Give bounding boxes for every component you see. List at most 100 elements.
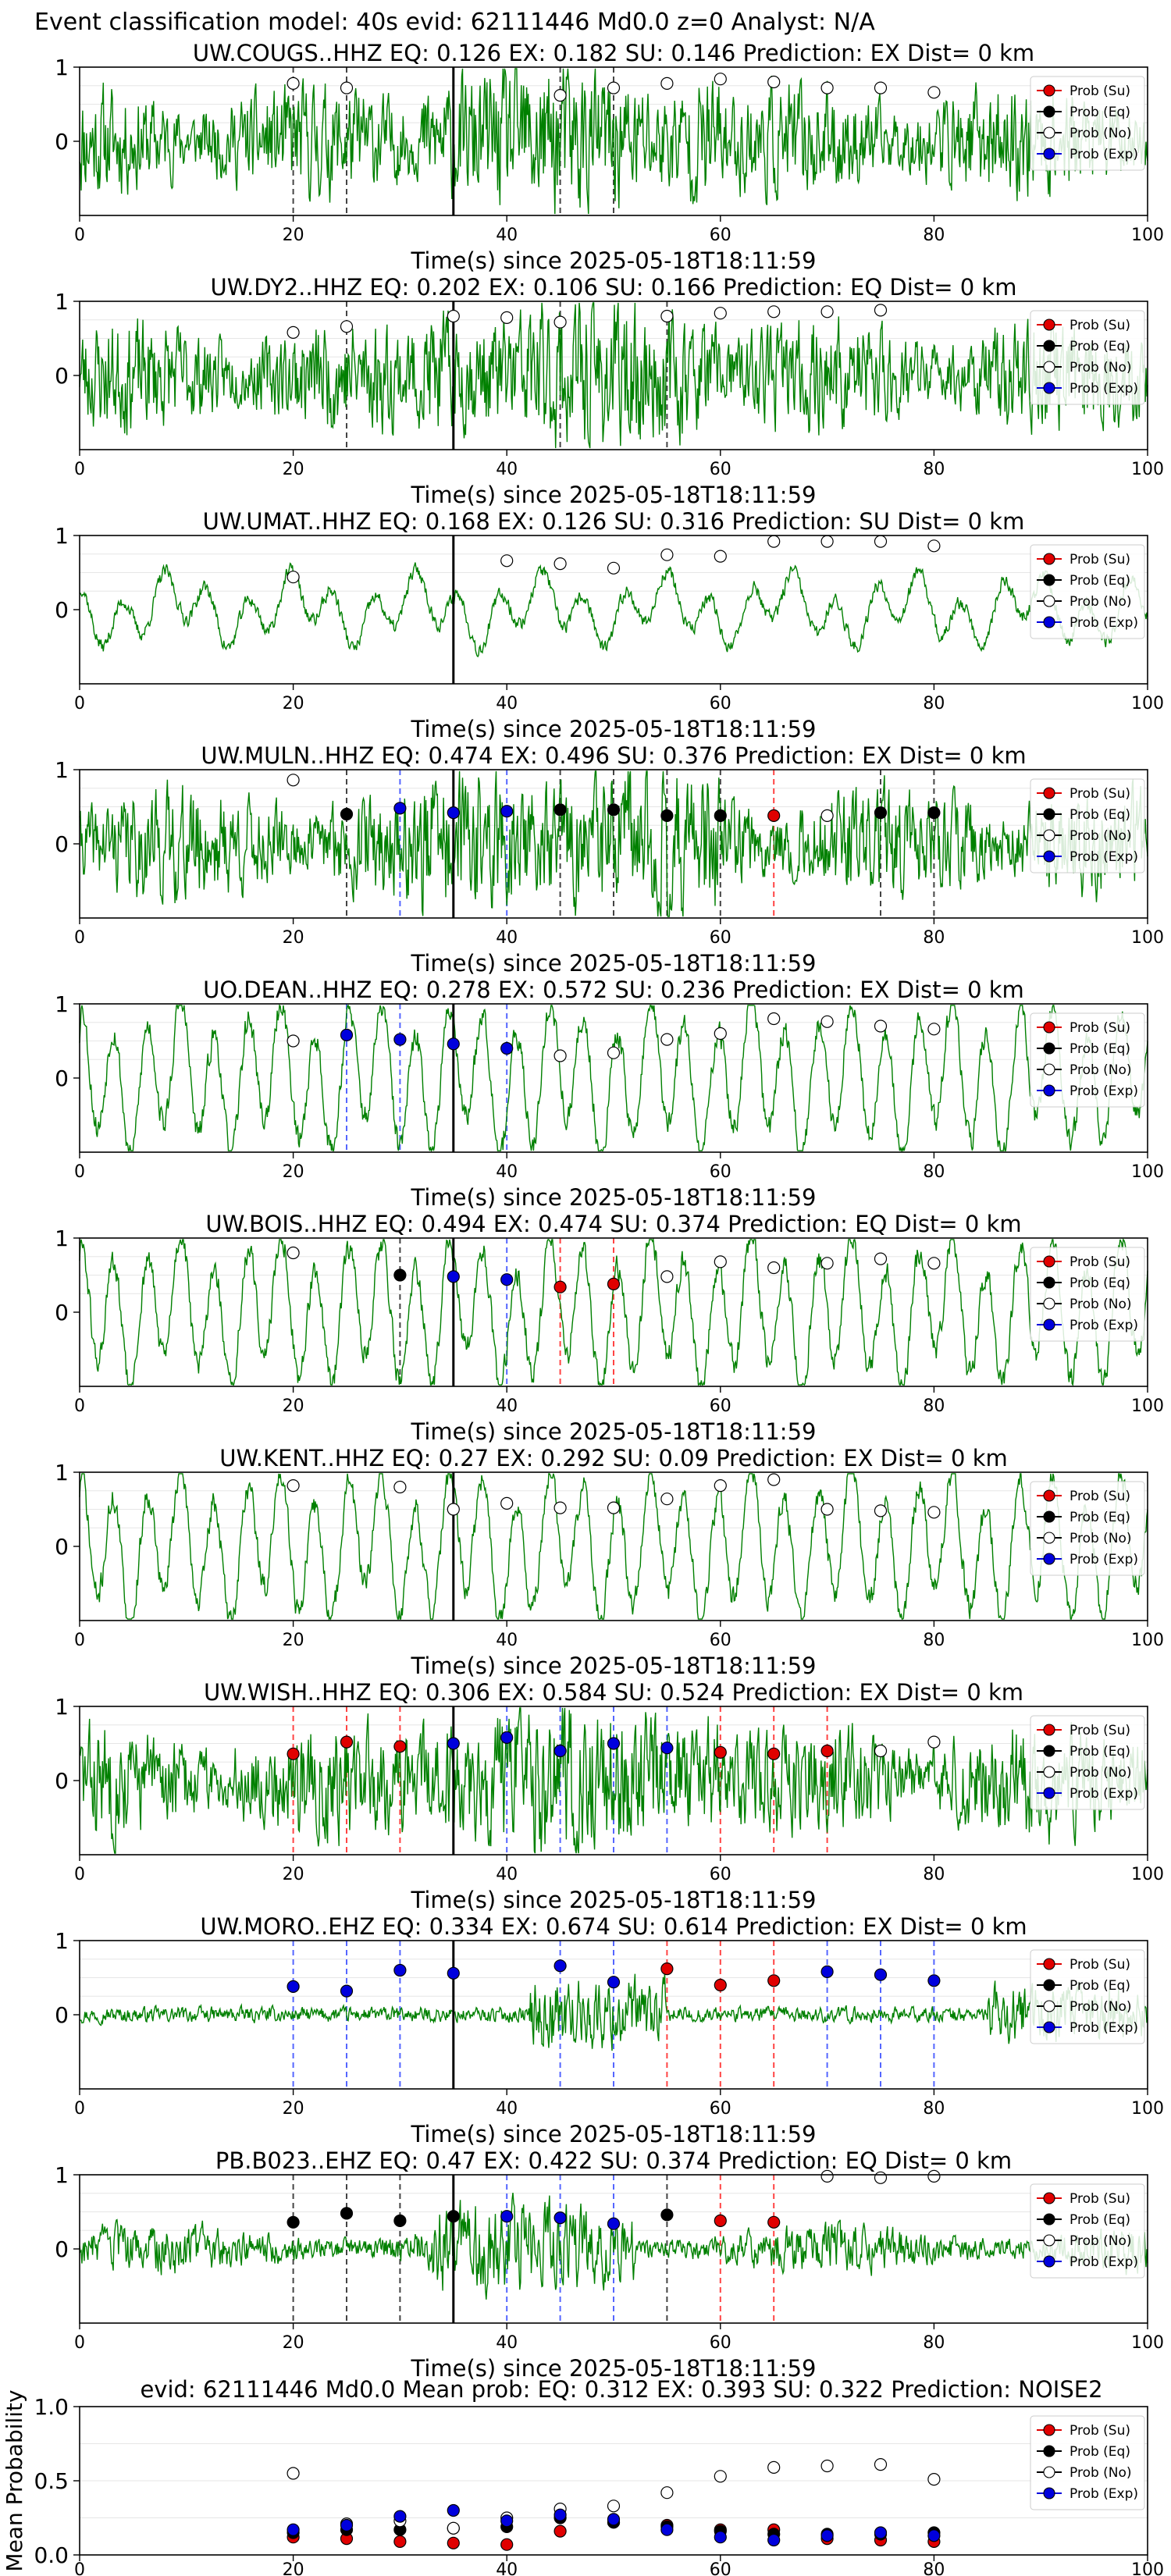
legend-marker [1043, 574, 1055, 586]
legend-marker [1043, 2000, 1055, 2012]
x-tick-label: 100 [1131, 2333, 1164, 2353]
probability-point [553, 2211, 567, 2225]
x-axis-label: Time(s) since 2025-05-18T18:11:59 [411, 1653, 817, 1679]
y-tick-label: 0 [55, 363, 69, 389]
legend-label: Prob (Exp) [1070, 1552, 1138, 1567]
legend-label: Prob (Eq) [1070, 1041, 1130, 1057]
probability-point [767, 535, 781, 548]
probability-point [714, 1026, 727, 1041]
probability-point [714, 1255, 727, 1268]
probability-point [767, 2215, 781, 2229]
legend-marker [1043, 616, 1055, 628]
x-tick-label: 0 [74, 928, 85, 948]
probability-point [767, 1974, 781, 1987]
probability-point [927, 1257, 941, 1270]
probability-point [607, 2217, 621, 2230]
legend-box [1030, 1012, 1145, 1108]
legend-label: Prob (No) [1070, 2465, 1132, 2481]
legend-marker [1043, 2445, 1055, 2457]
mean-probability-point [553, 2524, 567, 2538]
probability-point [607, 1501, 621, 1514]
legend-box [1030, 1715, 1145, 1810]
x-tick-label: 20 [283, 460, 304, 479]
mean-probability-point [660, 2486, 674, 2500]
x-tick-label: 80 [923, 1162, 945, 1182]
mean-probability-point [767, 2533, 781, 2547]
probability-point [287, 1980, 300, 1993]
station-panel: UW.MORO..EHZ EQ: 0.334 EX: 0.674 SU: 0.6… [55, 1913, 1164, 2147]
probability-point [500, 805, 514, 818]
legend-marker [1043, 1489, 1055, 1502]
legend-label: Prob (Exp) [1070, 2486, 1138, 2502]
probability-point [714, 550, 727, 563]
legend-marker [1043, 1787, 1055, 1799]
legend-label: Prob (Su) [1070, 318, 1130, 333]
legend-label: Prob (Exp) [1070, 2020, 1138, 2036]
x-tick-label: 0 [74, 1397, 85, 1416]
legend-marker [1043, 553, 1055, 565]
probability-point [287, 1478, 300, 1493]
probability-point [660, 1493, 674, 1506]
legend-label: Prob (Su) [1070, 1489, 1130, 1504]
x-tick-label: 20 [283, 1631, 304, 1650]
x-tick-label: 40 [496, 1397, 518, 1416]
station-panel: UW.WISH..HHZ EQ: 0.306 EX: 0.584 SU: 0.5… [55, 1679, 1164, 1913]
probability-point [500, 554, 514, 568]
waveform-trace [79, 2193, 1148, 2300]
probability-point [287, 774, 300, 787]
legend-label: Prob (No) [1070, 360, 1132, 375]
x-tick-label: 100 [1131, 2560, 1164, 2576]
legend-label: Prob (Su) [1070, 84, 1130, 99]
mean-probability-point [393, 2535, 407, 2548]
probability-point [607, 81, 621, 94]
legend-label: Prob (No) [1070, 1765, 1132, 1781]
waveform-trace [79, 1973, 1148, 2051]
mean-probability-point [714, 2470, 727, 2483]
legend-label: Prob (Eq) [1070, 1510, 1130, 1525]
mean-probability-point [607, 2500, 621, 2513]
legend-marker [1043, 1255, 1055, 1268]
legend-label: Prob (No) [1070, 594, 1132, 610]
mean-probability-point [767, 2460, 781, 2474]
x-tick-label: 20 [283, 928, 304, 948]
mean-probability-panel: evid: 62111446 Md0.0 Mean prob: EQ: 0.31… [2, 2376, 1164, 2576]
probability-point [714, 809, 727, 823]
x-tick-label: 60 [710, 1397, 731, 1416]
panel-title: UW.MULN..HHZ EQ: 0.474 EX: 0.496 SU: 0.3… [201, 742, 1026, 769]
probability-point [447, 1966, 460, 1980]
legend-label: Prob (Exp) [1070, 1318, 1138, 1333]
probability-point [927, 806, 941, 820]
x-tick-label: 0 [74, 2333, 85, 2353]
probability-point [660, 1742, 674, 1755]
x-tick-label: 0 [74, 460, 85, 479]
mean-probability-point [447, 2503, 460, 2517]
probability-point [553, 557, 567, 571]
legend-label: Prob (Su) [1070, 2423, 1130, 2439]
mean-probability-point [927, 2529, 941, 2542]
legend-label: Prob (No) [1070, 1062, 1132, 1078]
probability-point [553, 803, 567, 817]
legend-label: Prob (No) [1070, 1531, 1132, 1546]
probability-point [287, 1747, 300, 1760]
legend-marker [1043, 1745, 1055, 1757]
legend-marker [1043, 2487, 1055, 2500]
x-tick-label: 40 [496, 1162, 518, 1182]
mean-probability-point [500, 2514, 514, 2528]
x-tick-label: 60 [710, 2099, 731, 2119]
probability-point [660, 309, 674, 323]
probability-point [607, 1277, 621, 1291]
x-tick-label: 40 [496, 460, 518, 479]
x-tick-label: 80 [923, 928, 945, 948]
legend-label: Prob (Su) [1070, 1723, 1130, 1738]
legend-marker [1043, 1318, 1055, 1331]
x-tick-label: 100 [1131, 2099, 1164, 2119]
legend-marker [1043, 1084, 1055, 1097]
probability-point [340, 2207, 354, 2220]
legend-label: Prob (No) [1070, 1297, 1132, 1312]
probability-point [927, 1506, 941, 1519]
legend-marker [1043, 361, 1055, 373]
probability-point [927, 1974, 941, 1987]
y-tick-label: 0 [55, 831, 69, 857]
probability-point [500, 1496, 514, 1510]
panel-title: UW.BOIS..HHZ EQ: 0.494 EX: 0.474 SU: 0.3… [205, 1211, 1021, 1237]
